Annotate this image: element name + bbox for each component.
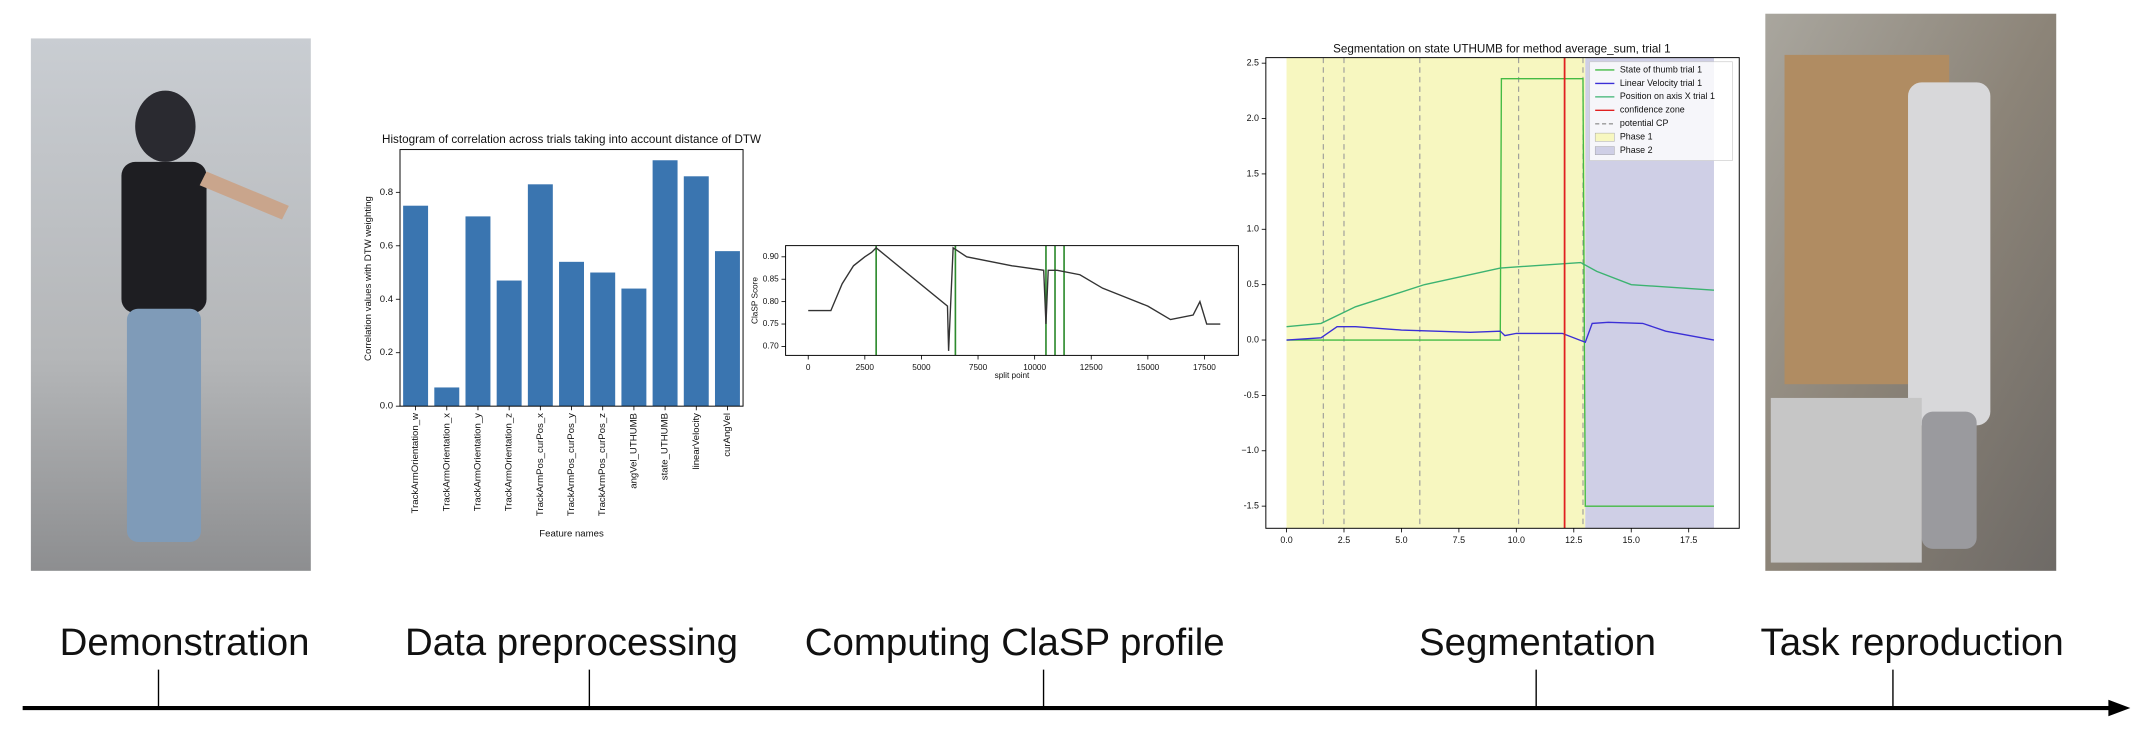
- y-tick-label: 0.70: [763, 342, 779, 351]
- segmentation-chart: -1.5 −1.0 -0.5 0.0 0.5 1.0 1.5 2.0 2.5 0.0 2.5 5.0 7…: [1241, 42, 1740, 545]
- histogram-chart: 0.0 0.2 0.4 0.6 0.8 TrackArmOrientation_w Trac…: [363, 133, 761, 539]
- arrow-head: [2108, 699, 2131, 717]
- y-axis-label: Correlation values with DTW weighting: [363, 196, 374, 361]
- x-tick-label: state_UTHUMB: [660, 413, 671, 480]
- x-tick-label: TrackArmOrientation_y: [472, 413, 483, 511]
- x-tick-label: TrackArmPos_curPos_x: [535, 413, 546, 516]
- legend-swatch: [1594, 132, 1615, 142]
- chart-title: Segmentation on state UTHUMB for method …: [1333, 42, 1671, 55]
- bar: [559, 261, 585, 407]
- y-tick-label: −1.0: [1241, 445, 1259, 455]
- demonstration-photo: [30, 38, 311, 571]
- x-tick-label: 0: [806, 363, 811, 372]
- y-tick-label: 0.8: [380, 187, 393, 198]
- bar: [714, 251, 740, 407]
- legend-label: potential CP: [1620, 118, 1669, 128]
- y-tick-label: 0.4: [380, 294, 394, 305]
- x-tick-label: TrackArmOrientation_x: [441, 413, 452, 511]
- x-tick-label: 10.0: [1508, 535, 1525, 545]
- legend-label: Phase 1: [1620, 132, 1653, 142]
- stage-label: Segmentation: [1419, 621, 1656, 664]
- x-tick-label: angVel_UTHUMB: [628, 413, 639, 489]
- x-tick-label: 2.5: [1338, 535, 1350, 545]
- y-tick-label: 0.85: [763, 274, 779, 283]
- bar: [496, 280, 522, 407]
- y-tick-label: 0.2: [380, 347, 393, 358]
- bar: [683, 176, 709, 407]
- x-tick-label: 7500: [969, 363, 988, 372]
- bar: [403, 205, 429, 407]
- bar: [590, 272, 616, 407]
- bar: [465, 216, 491, 407]
- x-tick-label: TrackArmOrientation_z: [504, 413, 515, 511]
- y-tick-label: -1.5: [1244, 501, 1259, 511]
- y-axis-label: ClaSP Score: [751, 277, 760, 324]
- x-tick-label: 10000: [1023, 363, 1046, 372]
- stage-label: Demonstration: [60, 621, 310, 664]
- y-tick-label: 0.6: [380, 240, 393, 251]
- y-tick-label: 0.90: [763, 252, 779, 261]
- x-tick-label: TrackArmPos_curPos_y: [566, 413, 577, 516]
- robot-photo: [1765, 13, 2057, 571]
- x-tick-label: 17.5: [1680, 535, 1697, 545]
- x-tick-label: 0.0: [1280, 535, 1292, 545]
- timeline: Demonstration Data preprocessing Computing…: [22, 621, 2131, 717]
- y-tick-label: 2.0: [1247, 113, 1259, 123]
- stage-label: Data preprocessing: [405, 621, 738, 664]
- y-tick-label: 0.0: [1247, 334, 1259, 344]
- y-tick-label: 0.75: [763, 319, 779, 328]
- stage-label: Task reproduction: [1761, 621, 2064, 664]
- x-tick-label: 17500: [1193, 363, 1216, 372]
- x-tick-label: 15.0: [1623, 535, 1640, 545]
- data-line: [1286, 77, 1714, 507]
- data-line: [1286, 321, 1715, 344]
- plot-frame: [1265, 57, 1740, 529]
- bar: [434, 387, 460, 407]
- x-tick-label: 5000: [912, 363, 931, 372]
- legend-label: State of thumb trial 1: [1620, 64, 1702, 74]
- data-line: [808, 246, 1221, 351]
- plot-frame: [399, 149, 744, 407]
- legend-swatch: [1594, 146, 1615, 155]
- x-tick-label: curAngVel: [722, 413, 733, 457]
- y-tick-label: 1.0: [1247, 224, 1259, 234]
- bar: [652, 160, 678, 407]
- legend: State of thumb trial 1 Linear Velocity tr…: [1589, 61, 1733, 161]
- legend-label: Position on axis X trial 1: [1620, 91, 1715, 101]
- x-tick-label: linearVelocity: [691, 413, 702, 470]
- y-tick-label: 0.0: [380, 401, 393, 412]
- phase-band: [1286, 57, 1586, 529]
- x-axis-label: Feature names: [539, 528, 604, 539]
- plot-frame: [785, 245, 1239, 356]
- y-tick-label: 0.80: [763, 297, 779, 306]
- x-tick-label: TrackArmPos_curPos_z: [597, 413, 608, 516]
- stage-label: Computing ClaSP profile: [805, 621, 1225, 664]
- bar: [621, 288, 647, 407]
- x-tick-label: TrackArmOrientation_w: [410, 413, 421, 513]
- y-tick-label: 1.5: [1247, 168, 1259, 178]
- bar: [527, 184, 553, 407]
- x-tick-label: 5.0: [1395, 535, 1407, 545]
- x-tick-label: 12500: [1080, 363, 1103, 372]
- y-tick-label: 2.5: [1247, 58, 1259, 68]
- x-tick-label: 12.5: [1565, 535, 1582, 545]
- x-tick-label: 7.5: [1453, 535, 1465, 545]
- data-line: [1286, 261, 1715, 328]
- x-tick-label: 2500: [856, 363, 875, 372]
- legend-label: confidence zone: [1620, 105, 1685, 115]
- y-tick-label: 0.5: [1247, 279, 1259, 289]
- legend-label: Linear Velocity trial 1: [1620, 78, 1702, 88]
- x-tick-label: 15000: [1136, 363, 1159, 372]
- legend-box: [1589, 61, 1733, 161]
- x-axis-label: split point: [995, 371, 1030, 380]
- clasp-chart: 0.70 0.75 0.80 0.85 0.90 0 2500 5000 7500 10000 12…: [751, 245, 1239, 380]
- y-tick-label: -0.5: [1244, 390, 1259, 400]
- legend-label: Phase 2: [1620, 145, 1653, 155]
- chart-title: Histogram of correlation across trials t…: [382, 133, 761, 146]
